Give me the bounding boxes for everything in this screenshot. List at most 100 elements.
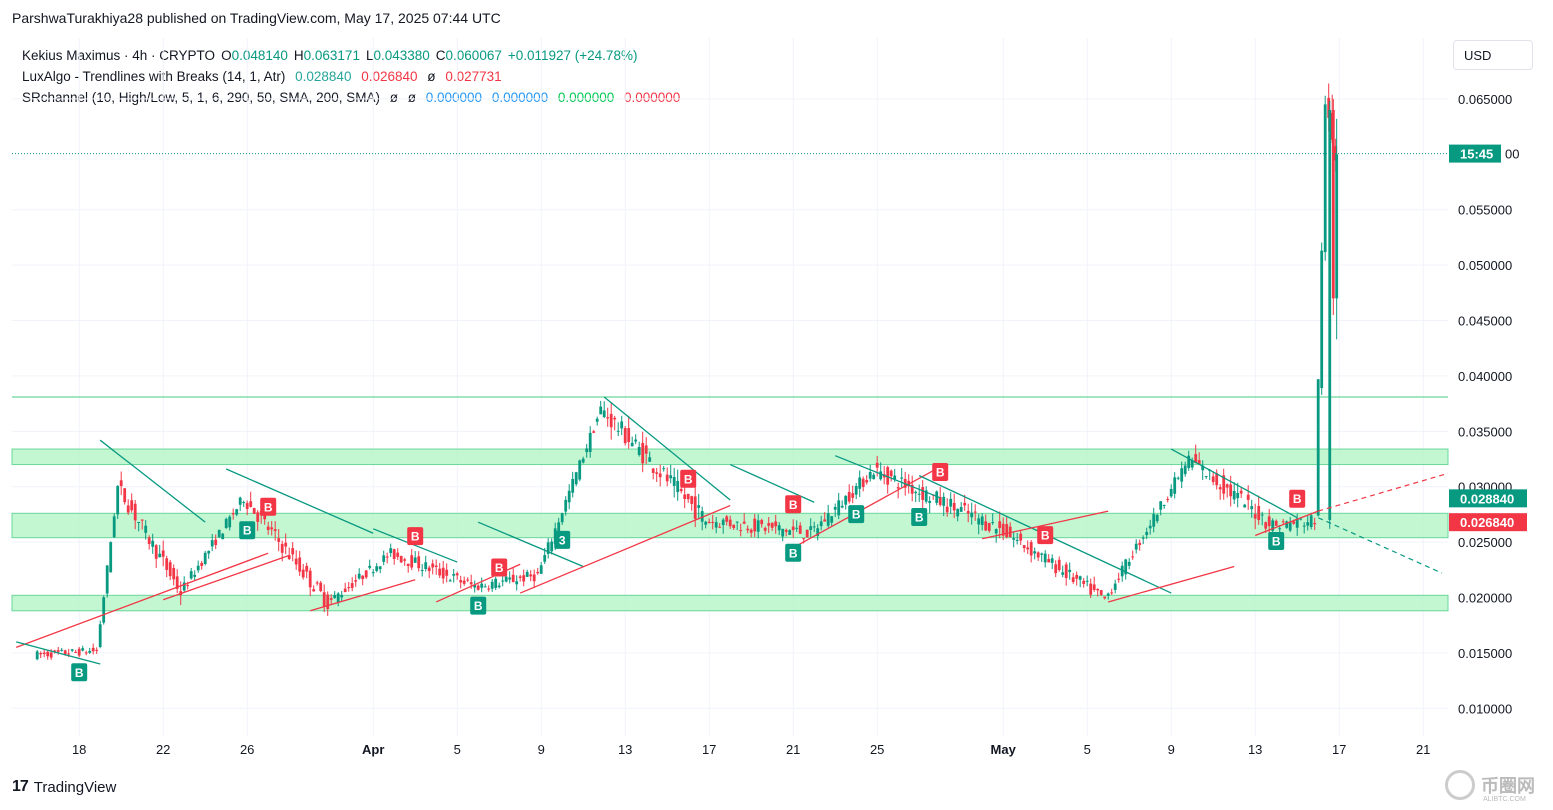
candle-body <box>385 556 389 558</box>
signal-badge <box>1289 489 1306 508</box>
candle-body <box>1040 553 1044 555</box>
candle-body <box>1071 577 1075 583</box>
candle-body <box>896 487 900 489</box>
candle-body <box>193 574 197 577</box>
candle-body <box>228 516 232 528</box>
legend-open-label: O <box>221 48 232 63</box>
candle-body <box>1152 514 1156 527</box>
candle-body <box>529 574 533 577</box>
legend-change: +0.011927 (+24.78%) <box>507 48 638 63</box>
signal-text: B <box>789 498 798 512</box>
candle-body <box>1225 484 1229 488</box>
candle-body <box>511 574 515 583</box>
sell-signal-label: B <box>260 497 277 516</box>
candle-body <box>235 509 239 515</box>
candle-body <box>466 579 470 581</box>
candle-body <box>1331 110 1335 299</box>
legend-close: 0.060067 <box>445 48 502 63</box>
candle-body <box>588 432 592 453</box>
signal-text: B <box>915 510 924 524</box>
candle-body <box>298 557 302 572</box>
candle-body <box>238 497 242 505</box>
candle-body <box>945 506 949 513</box>
tradingview-logo[interactable]: 17 TradingView <box>12 778 116 796</box>
sr-zone <box>11 448 1449 466</box>
legend-symbol-row[interactable]: Kekius Maximus · 4h · CRYPTO O0.048140 H0.… <box>22 45 686 66</box>
candle-body <box>249 501 253 507</box>
signal-text: B <box>684 472 693 486</box>
legend-indicator1-row[interactable]: LuxAlgo - Trendlines with Breaks (14, 1,… <box>22 66 686 87</box>
candle-body <box>613 417 617 420</box>
candle-body <box>508 577 512 580</box>
candle-body <box>403 559 407 561</box>
signal-text: B <box>936 466 945 480</box>
candle-body <box>1047 559 1051 563</box>
signal-badge <box>911 507 928 526</box>
candle-body <box>375 566 379 571</box>
candle-body <box>284 542 288 547</box>
candle-body <box>459 580 463 583</box>
candle-body <box>893 475 897 480</box>
candle-body <box>595 418 599 422</box>
candle-body <box>1278 528 1282 530</box>
y-tick-label: 0.065000 <box>1458 92 1512 107</box>
candle-body <box>1103 596 1107 599</box>
candle-body <box>224 518 228 528</box>
candle-body <box>1250 506 1254 510</box>
indicator2-name[interactable]: SRchannel (10, High/Low, 5, 1, 6, 290, 5… <box>22 90 380 105</box>
candle-body <box>326 594 330 610</box>
candle-body <box>725 516 729 522</box>
candle-body <box>1173 477 1177 494</box>
sr-zone <box>11 594 1449 612</box>
x-tick-label: 5 <box>454 742 461 757</box>
candle-body <box>1096 588 1100 591</box>
candle-body <box>98 624 102 647</box>
candle-body <box>396 552 400 557</box>
candle-body <box>865 480 869 483</box>
legend-indicator2-row[interactable]: SRchannel (10, High/Low, 5, 1, 6, 290, 5… <box>22 87 686 108</box>
indicator1-name[interactable]: LuxAlgo - Trendlines with Breaks (14, 1,… <box>22 69 286 84</box>
candle-body <box>704 521 708 525</box>
buy-signal-label: B <box>1268 532 1285 551</box>
candle-body <box>46 651 50 657</box>
candle-body <box>203 552 207 564</box>
candle-body <box>651 468 655 473</box>
countdown-tag-bg <box>1449 144 1501 163</box>
candle-body <box>354 580 358 582</box>
candle-body <box>382 555 386 562</box>
candle-body <box>1082 580 1086 584</box>
candle-body <box>1271 520 1275 531</box>
currency-button[interactable]: USD <box>1453 40 1533 70</box>
legend-symbol[interactable]: Kekius Maximus · 4h · CRYPTO <box>22 48 216 63</box>
candle-body <box>266 526 270 530</box>
indicator1-value-lower: 0.026840 <box>361 69 418 84</box>
candle-body <box>67 653 71 655</box>
candle-body <box>322 592 326 607</box>
candle-body <box>952 502 956 511</box>
candle-body <box>158 553 162 558</box>
candle-body <box>364 570 368 578</box>
sell-signal-label: B <box>491 558 508 577</box>
candle-body <box>1299 518 1303 520</box>
trendline <box>16 641 101 665</box>
buy-signal-label: B <box>470 596 487 615</box>
candle-body <box>91 647 95 652</box>
candle-body <box>1166 499 1170 501</box>
watermark: 币圈网 ALIBTC.COM <box>1445 770 1535 803</box>
watermark-text: 币圈网 <box>1481 776 1535 796</box>
candle-body <box>438 568 442 576</box>
candle-body <box>368 565 372 568</box>
candle-body <box>697 505 701 508</box>
candle-body <box>144 525 148 533</box>
trendline <box>372 528 458 563</box>
upper-break-tag: 0.028840 <box>1460 491 1514 506</box>
candle-body <box>81 648 85 651</box>
y-tick-label: 0.045000 <box>1458 314 1512 329</box>
candle-body <box>53 650 57 652</box>
trendline-projection-up <box>1318 472 1449 512</box>
trendline <box>477 521 584 568</box>
tradingview-brand: TradingView <box>33 778 117 796</box>
indicator1-value-upper: 0.028840 <box>295 69 352 84</box>
candle-body <box>763 527 767 531</box>
